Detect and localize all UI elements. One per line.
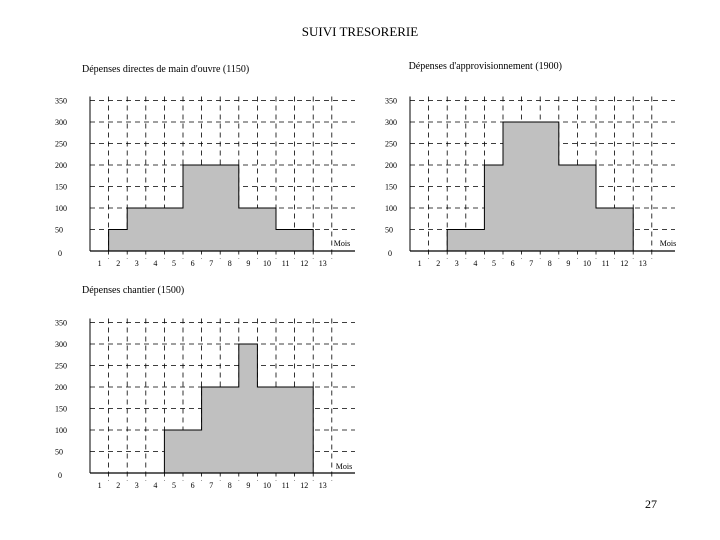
x-tick-label: 12 [300, 481, 308, 490]
x-tick-label: 1 [98, 259, 102, 268]
x-tick-label: 11 [602, 259, 610, 268]
x-tick-label: 2 [116, 259, 120, 268]
y-tick-label: 300 [385, 118, 397, 127]
y-tick-label: 0 [58, 249, 62, 258]
y-tick-label: 50 [55, 448, 63, 457]
x-tick-label: 1 [418, 259, 422, 268]
chart-title: Dépenses directes de main d'ouvre (1150) [82, 64, 249, 75]
x-tick-label: 1 [98, 481, 102, 490]
x-tick-label: 8 [228, 481, 232, 490]
x-tick-label: 5 [172, 259, 176, 268]
x-tick-label: 8 [228, 259, 232, 268]
y-tick-label: 50 [385, 226, 393, 235]
x-tick-label: 7 [209, 259, 213, 268]
y-tick-label: 200 [385, 161, 397, 170]
x-tick-label: 13 [639, 259, 647, 268]
chart-title: Dépenses chantier (1500) [82, 285, 184, 296]
y-tick-label: 100 [55, 426, 67, 435]
y-tick-label: 350 [55, 319, 67, 328]
chart-1: Dépenses directes de main d'ouvre (1150)… [55, 64, 355, 268]
y-tick-label: 100 [55, 204, 67, 213]
x-tick-label: 11 [282, 481, 290, 490]
x-tick-label: 13 [319, 259, 327, 268]
x-axis-label: Mois [660, 239, 676, 248]
x-tick-label: 12 [620, 259, 628, 268]
x-tick-label: 5 [172, 481, 176, 490]
x-tick-label: 10 [263, 481, 271, 490]
y-tick-label: 200 [55, 383, 67, 392]
chart-title: Dépenses d'approvisionnement (1900) [409, 61, 562, 72]
y-tick-label: 250 [385, 140, 397, 149]
x-tick-label: 6 [191, 481, 195, 490]
y-tick-label: 150 [55, 405, 67, 414]
y-tick-label: 0 [58, 471, 62, 480]
y-tick-label: 150 [385, 183, 397, 192]
x-axis-label: Mois [336, 462, 352, 471]
x-tick-label: 3 [135, 481, 139, 490]
y-tick-label: 350 [55, 97, 67, 106]
y-tick-label: 300 [55, 340, 67, 349]
x-tick-label: 9 [566, 259, 570, 268]
x-tick-label: 11 [282, 259, 290, 268]
x-tick-label: 4 [153, 259, 157, 268]
y-tick-label: 50 [55, 226, 63, 235]
chart-2: Dépenses d'approvisionnement (1900)50100… [385, 61, 676, 268]
x-tick-label: 10 [263, 259, 271, 268]
area-series [163, 343, 314, 474]
y-tick-label: 250 [55, 362, 67, 371]
x-tick-label: 8 [548, 259, 552, 268]
x-tick-label: 9 [246, 481, 250, 490]
x-tick-label: 3 [135, 259, 139, 268]
page-number: 27 [645, 497, 657, 511]
x-tick-label: 3 [455, 259, 459, 268]
x-tick-label: 12 [300, 259, 308, 268]
x-tick-label: 10 [583, 259, 591, 268]
x-tick-label: 4 [153, 481, 157, 490]
y-tick-label: 350 [385, 97, 397, 106]
x-axis-label: Mois [334, 239, 350, 248]
x-tick-label: 7 [529, 259, 533, 268]
y-tick-label: 300 [55, 118, 67, 127]
x-tick-label: 2 [436, 259, 440, 268]
x-tick-label: 9 [246, 259, 250, 268]
chart-3: Dépenses chantier (1500)5010015020025030… [55, 285, 355, 490]
page-title: SUIVI TRESORERIE [301, 24, 419, 39]
y-tick-label: 100 [385, 204, 397, 213]
x-tick-label: 5 [492, 259, 496, 268]
x-tick-label: 7 [209, 481, 213, 490]
x-tick-label: 6 [191, 259, 195, 268]
y-tick-label: 250 [55, 140, 67, 149]
x-tick-label: 6 [511, 259, 515, 268]
x-tick-label: 4 [473, 259, 477, 268]
x-tick-label: 13 [319, 481, 327, 490]
y-tick-label: 150 [55, 183, 67, 192]
x-tick-label: 2 [116, 481, 120, 490]
y-tick-label: 200 [55, 161, 67, 170]
y-tick-label: 0 [388, 249, 392, 258]
